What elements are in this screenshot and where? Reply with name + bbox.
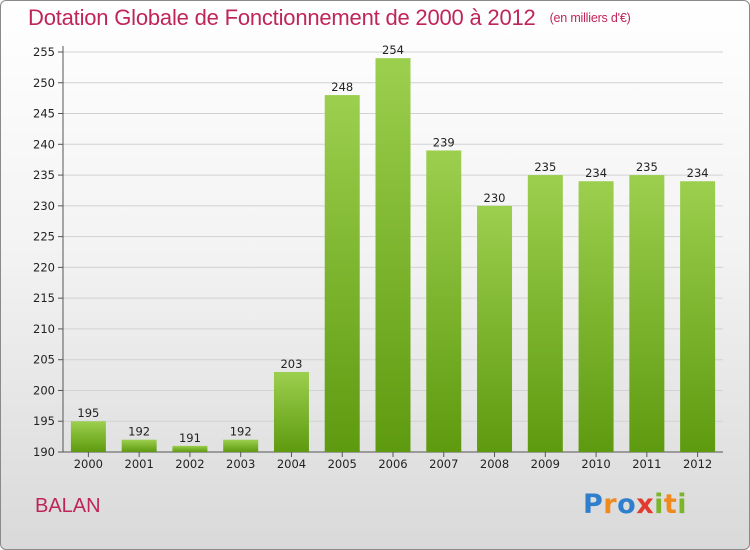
- logo-letter: o: [617, 489, 637, 520]
- logo-letter: i: [654, 489, 664, 520]
- x-tick-labels: 2000 2001 2002 2003 2004 2005 2006 2007 2008 2009…: [74, 457, 713, 471]
- y-tick-label: 255: [33, 45, 55, 59]
- bar-2012: [680, 181, 716, 452]
- y-tick-label: 230: [33, 199, 55, 213]
- value-labels: 195 192 191 192 203 248 254 239 230 235 234 235 234: [77, 43, 708, 445]
- logo-letter: i: [677, 489, 688, 520]
- logo-letter: r: [603, 489, 618, 520]
- x-tick-label: 2000: [74, 457, 103, 471]
- y-tick-labels: 190 195 200 205 210 215 220 225 230 235 240 245 250 2…: [33, 45, 55, 459]
- value-label: 248: [331, 80, 353, 94]
- x-tick-label: 2001: [125, 457, 154, 471]
- x-tick-label: 2003: [226, 457, 255, 471]
- x-tick-label: 2005: [328, 457, 357, 471]
- x-tick-label: 2002: [175, 457, 204, 471]
- value-label: 195: [77, 406, 99, 420]
- x-tick-label: 2010: [581, 457, 610, 471]
- city-name: BALAN: [35, 495, 101, 517]
- x-tick-label: 2004: [277, 457, 306, 471]
- bar-2003: [223, 439, 259, 452]
- bar-2008: [477, 205, 513, 452]
- value-label: 239: [433, 135, 455, 149]
- value-label: 192: [230, 425, 252, 439]
- x-tick-label: 2009: [531, 457, 560, 471]
- value-label: 234: [687, 166, 709, 180]
- y-tick-label: 250: [33, 76, 55, 90]
- value-label: 254: [382, 43, 404, 57]
- bar-2004: [273, 372, 309, 452]
- x-tick-label: 2007: [429, 457, 458, 471]
- chart-subtitle: (en milliers d'€): [549, 11, 631, 25]
- bar-2001: [121, 439, 157, 452]
- chart-title: Dotation Globale de Fonctionnement de 20…: [28, 5, 631, 31]
- y-tick-label: 240: [33, 137, 55, 151]
- y-tick-label: 195: [33, 414, 55, 428]
- bar-2005: [324, 95, 360, 453]
- value-label: 235: [636, 160, 658, 174]
- y-tick-label: 210: [33, 322, 55, 336]
- bar-2009: [527, 175, 563, 453]
- x-tick-label: 2012: [683, 457, 712, 471]
- bar-2006: [375, 58, 411, 453]
- logo-letter: t: [663, 489, 678, 520]
- bar-2002: [172, 445, 208, 452]
- y-tick-label: 190: [33, 445, 55, 459]
- bar-2000: [70, 421, 106, 452]
- x-tick-label: 2011: [632, 457, 661, 471]
- value-label: 234: [585, 166, 607, 180]
- x-tick-label: 2006: [378, 457, 407, 471]
- y-tick-label: 220: [33, 260, 55, 274]
- bar-2007: [426, 150, 462, 452]
- chart-title-text: Dotation Globale de Fonctionnement de 20…: [28, 5, 536, 30]
- bars: [70, 58, 716, 453]
- bar-2010: [578, 181, 614, 452]
- value-label: 203: [280, 357, 302, 371]
- value-label: 235: [534, 160, 556, 174]
- value-label: 230: [484, 191, 506, 205]
- logo-letter: x: [636, 489, 655, 520]
- proxiti-logo: Proxiti: [583, 489, 687, 520]
- y-tick-label: 245: [33, 107, 55, 121]
- x-tick-label: 2008: [480, 457, 509, 471]
- y-tick-label: 200: [33, 383, 55, 397]
- y-tick-label: 235: [33, 168, 55, 182]
- y-tick-label: 225: [33, 230, 55, 244]
- value-label: 192: [128, 425, 150, 439]
- y-tick-label: 205: [33, 353, 55, 367]
- y-tick-label: 215: [33, 291, 55, 305]
- value-label: 191: [179, 431, 201, 445]
- logo-letter: P: [583, 489, 604, 520]
- bar-2011: [629, 175, 665, 453]
